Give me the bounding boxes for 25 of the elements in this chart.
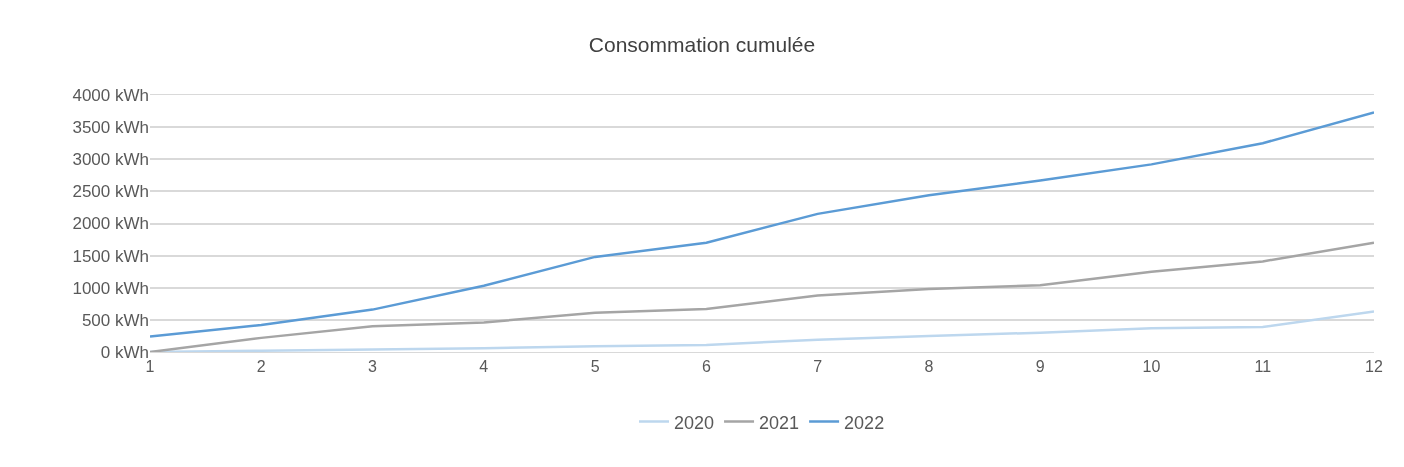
y-tick-label: 1000 kWh <box>72 278 149 298</box>
x-tick-label: 9 <box>1035 358 1045 376</box>
y-tick-label: 2000 kWh <box>72 214 149 234</box>
x-tick-label: 12 <box>1365 358 1383 376</box>
legend-label: 2022 <box>844 412 885 433</box>
y-tick-label: 3000 kWh <box>72 150 149 170</box>
legend-label: 2020 <box>674 412 715 433</box>
y-tick-label: 2500 kWh <box>72 182 149 202</box>
line-series <box>150 111 1374 338</box>
x-tick-label: 5 <box>590 358 600 376</box>
x-tick-label: 7 <box>813 358 823 376</box>
x-tick-label: 2 <box>256 358 266 376</box>
line-series <box>150 241 1374 352</box>
x-tick-label: 10 <box>1142 358 1161 376</box>
x-tick-label: 3 <box>368 358 378 376</box>
x-tick-label: 6 <box>701 358 711 376</box>
y-tick-label: 1500 kWh <box>72 246 149 266</box>
chart-title: Consommation cumulée <box>588 33 816 57</box>
x-tick-label: 8 <box>924 358 934 376</box>
x-tick-label: 11 <box>1254 358 1272 376</box>
y-tick-label: 500 kWh <box>81 310 149 330</box>
x-tick-label: 4 <box>479 358 489 376</box>
legend-label: 2021 <box>759 412 800 433</box>
y-tick-label: 3500 kWh <box>72 118 149 138</box>
y-tick-label: 4000 kWh <box>72 85 149 105</box>
